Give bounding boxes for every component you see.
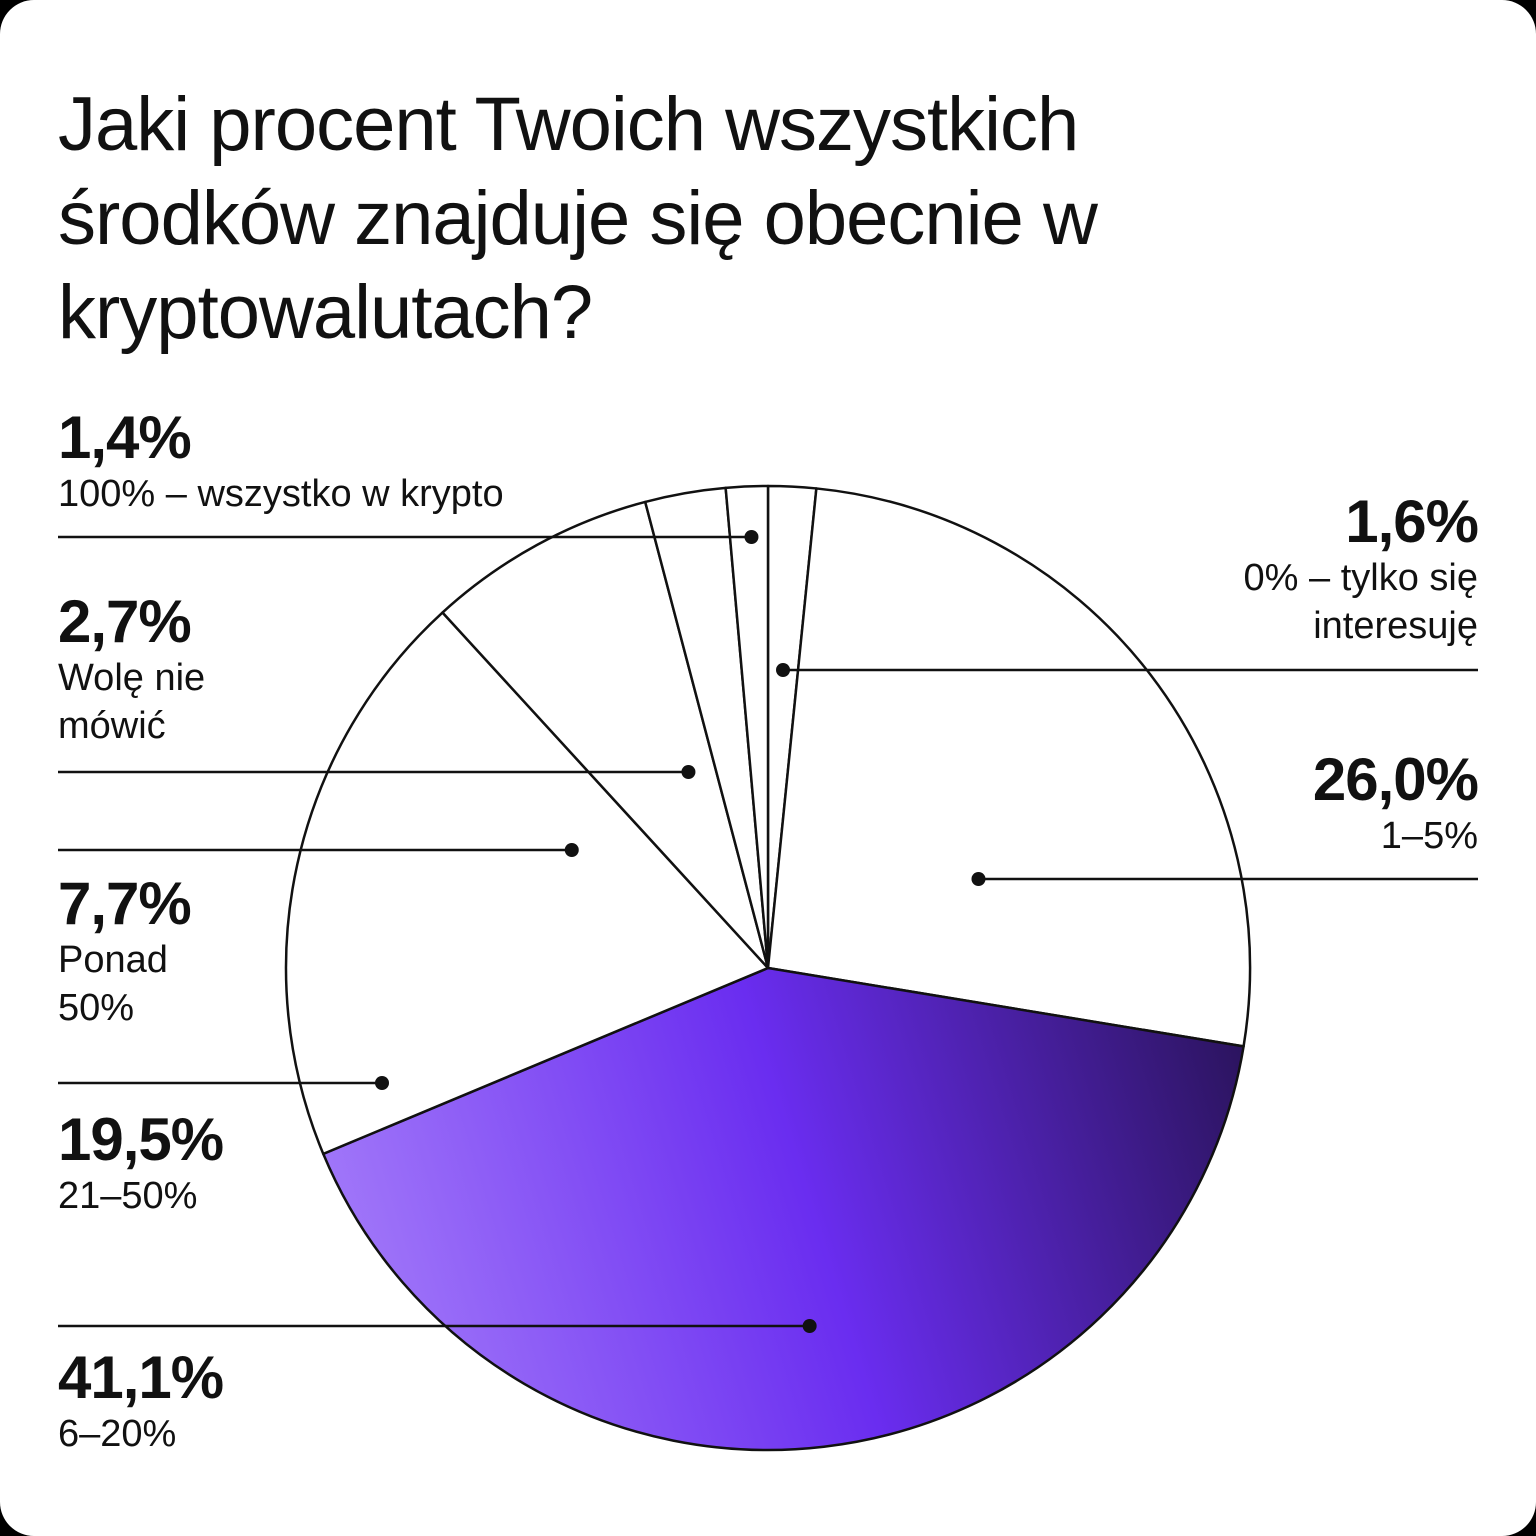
slice-label-100-percent: 1,4% 100% – wszystko w krypto xyxy=(58,406,504,518)
slice-percent: 19,5% xyxy=(58,1106,224,1173)
slice-category: 21–50% xyxy=(58,1175,198,1217)
slice-label-1-5-percent: 26,0% 1–5% xyxy=(1312,746,1479,860)
slice-category: 0% – tylko się interesuję xyxy=(1243,557,1478,647)
pie-slice-100-percent xyxy=(724,484,770,970)
slice-category: 6–20% xyxy=(58,1413,177,1455)
leader-dot-100-percent xyxy=(744,530,759,544)
slice-category: 100% – wszystko w krypto xyxy=(58,473,504,515)
leader-dot-only-interested xyxy=(776,663,791,677)
pie-slice-over-50 xyxy=(441,500,770,970)
slice-percent: 1,4% xyxy=(58,404,192,471)
slice-percent: 26,0% xyxy=(1312,746,1479,813)
slice-percent: 1,6% xyxy=(1345,488,1479,555)
leader-dot-6-20 xyxy=(802,1319,817,1333)
slice-percent: 2,7% xyxy=(58,588,192,655)
leader-dot-over-50 xyxy=(564,843,579,857)
pie-slice-1-5 xyxy=(766,487,1252,1048)
chart-title: Jaki procent Twoich wszystkich środków z… xyxy=(58,82,1098,355)
slice-category: Wolę nie mówić xyxy=(58,657,206,747)
leader-dot-prefer-not-to-say xyxy=(681,765,696,779)
slice-percent: 7,7% xyxy=(58,870,192,937)
slice-category: Ponad 50% xyxy=(58,939,168,1029)
slice-label-21-50-percent: 19,5% 21–50% xyxy=(58,1106,224,1220)
leader-dot-21-50 xyxy=(375,1076,390,1090)
slice-label-6-20-percent: 41,1% 6–20% xyxy=(58,1344,224,1458)
pie-slice-6-20 xyxy=(322,966,1245,1452)
slice-category: 1–5% xyxy=(1380,815,1478,857)
leader-dot-1-5 xyxy=(971,872,986,886)
slice-label-prefer-not-to-say: 2,7% Wolę nie mówić xyxy=(58,590,205,750)
slice-label-0-percent-only-interested: 1,6% 0% – tylko się interesuję xyxy=(1243,488,1479,650)
slice-percent: 41,1% xyxy=(58,1344,224,1411)
slice-label-over-50-percent: 7,7% Ponad 50% xyxy=(58,870,192,1032)
